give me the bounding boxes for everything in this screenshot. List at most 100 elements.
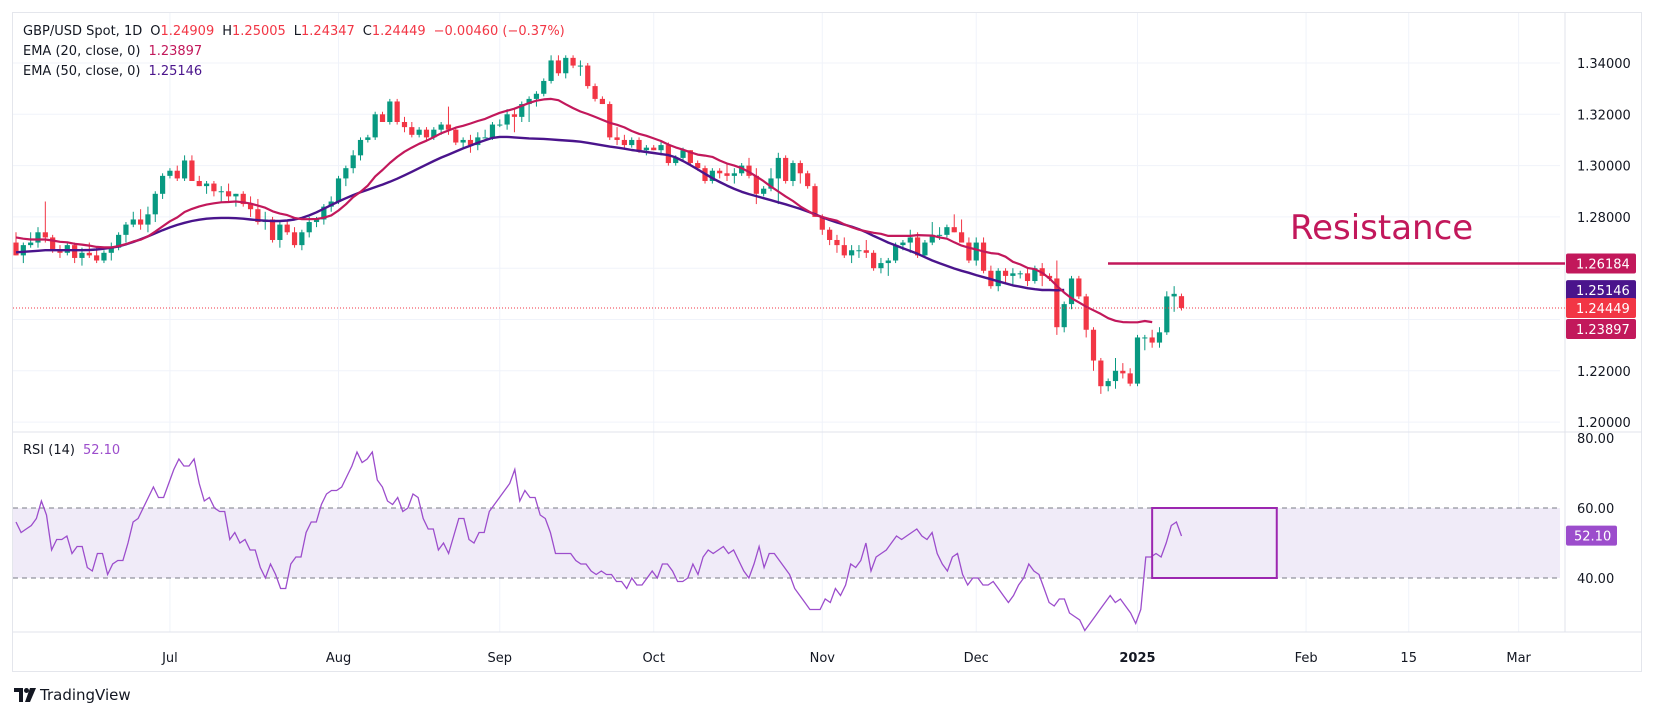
candle <box>152 191 158 223</box>
candle-body <box>614 137 620 140</box>
candle <box>526 96 532 122</box>
candle-body <box>152 193 158 215</box>
candle <box>123 222 129 243</box>
ema50-value: 1.25146 <box>148 64 203 79</box>
candle-body <box>775 157 781 179</box>
candle <box>138 209 144 230</box>
candle <box>1068 275 1075 310</box>
rsi-band <box>13 507 1560 579</box>
rsi-panel <box>15 450 1278 632</box>
candle-body <box>233 193 239 197</box>
rsi-value: 52.10 <box>82 443 121 458</box>
candle-body <box>20 245 26 256</box>
rsi-highlight-box <box>1151 507 1278 579</box>
candle <box>284 219 290 235</box>
candle-body <box>695 163 701 169</box>
candle-body <box>629 139 635 146</box>
candle-body <box>768 178 774 189</box>
candle <box>797 160 803 184</box>
candle-body <box>1024 273 1031 282</box>
candle-body <box>167 170 173 176</box>
candle <box>482 129 488 139</box>
candle-body <box>1098 360 1104 387</box>
candle-body <box>460 139 466 143</box>
candle-body <box>709 170 715 181</box>
candle <box>277 222 283 248</box>
candle <box>871 250 877 271</box>
candle <box>790 160 796 187</box>
candle-body <box>94 255 100 261</box>
candle-body <box>607 104 613 138</box>
candle <box>160 173 166 199</box>
candle-body <box>966 242 972 261</box>
time-tick-label: Sep <box>488 651 513 666</box>
candle-body <box>497 124 503 126</box>
candle <box>42 201 48 243</box>
candle-body <box>643 147 649 151</box>
candle <box>812 183 818 217</box>
price-tags: 1.26184 1.25146 1.24449 1.23897 52.10 <box>1566 253 1636 546</box>
candle-body <box>401 121 408 128</box>
candle-body <box>834 239 840 246</box>
candle <box>467 134 474 153</box>
rsi-axis: 80.00 60.00 40.00 <box>1577 432 1614 587</box>
candle <box>827 227 833 246</box>
candle-body <box>160 175 166 194</box>
tradingview-logo[interactable]: TradingView <box>14 686 131 704</box>
candle <box>577 60 584 76</box>
time-tick-label: Dec <box>964 651 989 666</box>
candle-body <box>555 60 562 74</box>
candle-body <box>86 252 92 256</box>
candle <box>453 127 459 146</box>
last-price-tag-bg <box>1566 297 1636 318</box>
candle-body <box>306 222 312 233</box>
candle-body <box>196 180 202 187</box>
candle-body <box>1171 293 1177 297</box>
candle-body <box>929 234 935 243</box>
candle-body <box>980 242 987 271</box>
candle <box>555 55 562 76</box>
price-tick-label: 1.32000 <box>1577 108 1631 123</box>
candle <box>291 227 298 248</box>
candle-body <box>717 170 723 174</box>
candle <box>409 121 415 138</box>
candle-body <box>291 232 298 246</box>
candle <box>130 211 136 228</box>
candle <box>196 175 202 187</box>
candle-body <box>856 250 862 252</box>
high-value: 1.25005 <box>232 24 286 39</box>
candle <box>1017 270 1023 279</box>
candle <box>761 186 767 197</box>
candle <box>1149 329 1155 348</box>
candle <box>922 239 928 258</box>
candle <box>1076 275 1082 299</box>
candle <box>416 127 422 138</box>
candle-body <box>687 150 693 164</box>
candle <box>724 163 730 181</box>
candle <box>929 222 935 246</box>
candle <box>863 239 869 258</box>
candle-body <box>1076 278 1082 297</box>
candle-body <box>379 114 386 122</box>
high-label: H <box>222 24 233 39</box>
candle-body <box>240 193 246 205</box>
last-price-tag-text: 1.24449 <box>1576 302 1630 317</box>
candle <box>709 168 715 184</box>
candle <box>357 137 364 161</box>
ema20-legend: EMA (20, close, 0) 1.23897 <box>23 44 206 59</box>
candle <box>980 237 987 274</box>
candle <box>167 168 173 179</box>
candle-body <box>944 227 950 235</box>
candle <box>1164 291 1170 335</box>
candle <box>35 227 41 248</box>
open-label: O <box>150 24 161 39</box>
candle-body <box>1120 370 1126 374</box>
candle-body <box>1127 373 1133 384</box>
time-tick-label: Oct <box>642 651 664 666</box>
candle-body <box>753 175 759 194</box>
candle <box>1024 268 1031 287</box>
candle-body <box>827 229 833 240</box>
candle <box>995 268 1001 292</box>
candle-body <box>13 242 19 256</box>
